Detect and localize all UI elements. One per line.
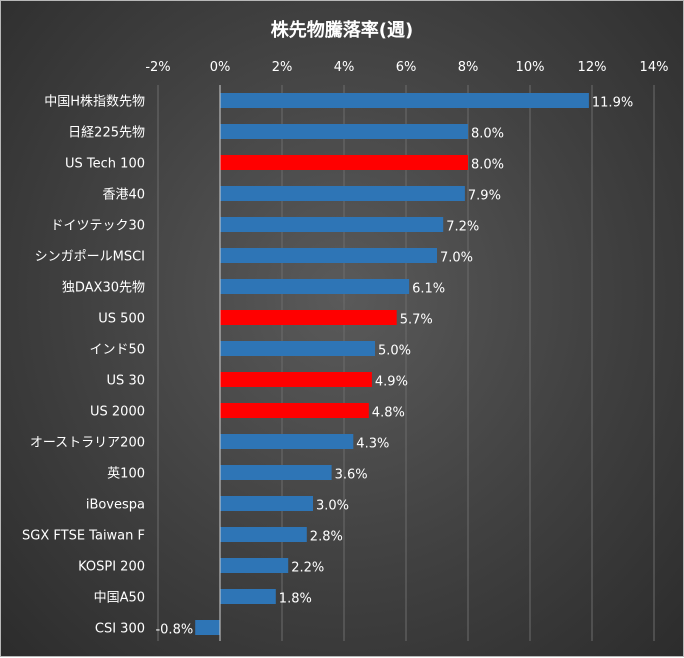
x-tick-label: 8% [458,60,479,75]
value-label: 2.8% [310,530,343,545]
value-label: 4.3% [356,437,389,452]
category-label: 独DAX30先物 [62,281,145,296]
category-label: US 30 [107,374,145,389]
bar [220,589,276,604]
category-label: 英100 [107,467,145,482]
value-label: 7.9% [468,189,501,204]
value-label: 7.0% [440,251,473,266]
bar [220,434,354,449]
category-label: インド50 [89,343,145,358]
value-label: 5.0% [378,344,411,359]
value-label: 3.6% [335,468,368,483]
bar [220,155,468,170]
x-tick-label: 12% [578,60,607,75]
category-label: CSI 300 [95,622,145,637]
bar [220,465,332,480]
category-label: US Tech 100 [65,157,145,172]
bar [220,527,307,542]
category-label: 香港40 [102,188,145,203]
value-label: 8.0% [471,127,504,142]
category-label: US 500 [98,312,145,327]
value-label: 6.1% [412,282,445,297]
x-tick-label: 2% [272,60,293,75]
category-label: 中国A50 [94,591,145,606]
category-label: シンガポールMSCI [35,250,145,265]
value-label: 5.7% [400,313,433,328]
x-tick-label: 6% [396,60,417,75]
bars [195,93,589,635]
value-label: -0.8% [155,623,193,638]
value-label: 3.0% [316,499,349,514]
value-label: 11.9% [592,96,633,111]
category-label: 中国H株指数先物 [44,95,145,110]
bar [220,558,289,573]
value-label: 7.2% [446,220,479,235]
bar [220,372,372,387]
bar [195,620,220,635]
x-axis-tick-labels: -2% 0% 2% 4% 6% 8% 10% 12% 14% [145,60,668,75]
category-label: US 2000 [90,405,145,420]
bar [220,310,397,325]
category-label: オーストラリア200 [30,436,145,451]
value-label: 8.0% [471,158,504,173]
bar [220,217,444,232]
x-tick-label: 0% [210,60,231,75]
x-tick-label: 10% [516,60,545,75]
value-label: 4.8% [372,406,405,421]
bar [220,186,465,201]
value-label: 4.9% [375,375,408,390]
bar [220,248,437,263]
bar [220,279,410,294]
value-labels: 11.9% 8.0% 8.0% 7.9% 7.2% 7.0% 6.1% 5.7% 5.0% 4.9… [155,96,633,638]
category-label: SGX FTSE Taiwan F [22,529,145,544]
x-tick-label: 4% [334,60,355,75]
category-label: ドイツテック30 [50,219,145,234]
bar [220,93,589,108]
value-label: 2.2% [291,561,324,576]
bar [220,124,468,139]
category-label: iBovespa [86,498,145,513]
bar [220,496,313,511]
bar [220,403,369,418]
category-label: 日経225先物 [68,126,145,141]
chart-title: 株先物騰落率(週) [271,19,413,41]
category-label: KOSPI 200 [78,560,145,575]
value-label: 1.8% [279,592,312,607]
x-tick-label: -2% [145,60,170,75]
x-tick-label: 14% [640,60,669,75]
bar [220,341,375,356]
